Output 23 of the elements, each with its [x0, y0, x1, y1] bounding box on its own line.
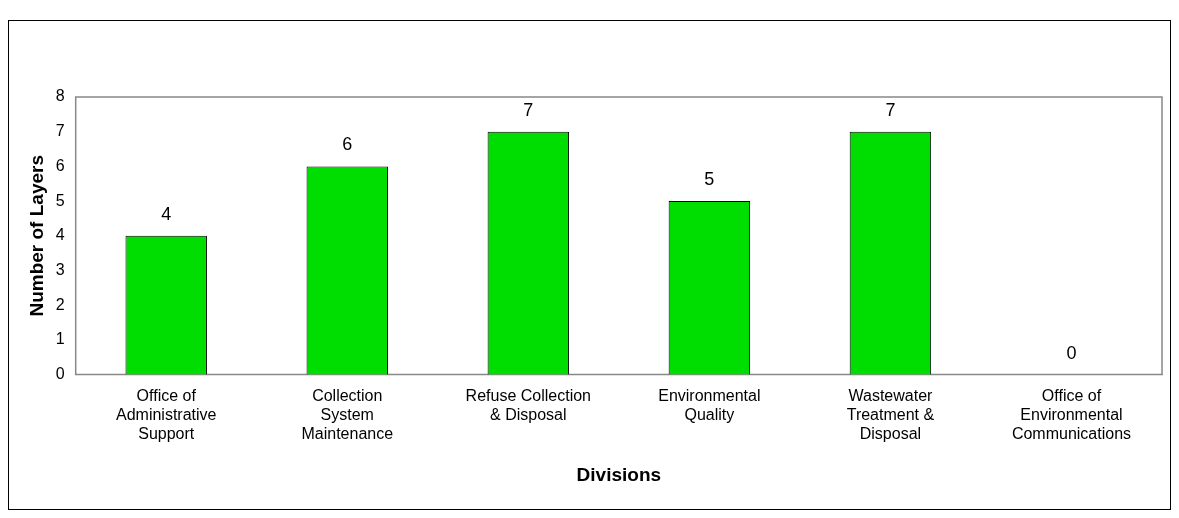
x-tick-label: Collection System Maintenance	[301, 386, 394, 443]
x-tick-label: Office of Administrative Support	[115, 386, 217, 443]
y-tick-label: 5	[55, 191, 65, 209]
y-axis-title: Number of Layers	[25, 155, 47, 317]
data-label: 6	[342, 134, 353, 155]
data-label: 7	[523, 99, 534, 120]
data-label: 7	[885, 99, 896, 120]
x-tick-label: Refuse Collection & Disposal	[465, 386, 592, 423]
y-tick-label: 7	[55, 122, 65, 140]
x-tick-label: Office of Environmental Communications	[1011, 386, 1132, 443]
x-axis-title: Divisions	[576, 463, 662, 485]
y-tick-label: 4	[55, 226, 65, 244]
x-tick-label: Wastewater Treatment & Disposal	[846, 386, 935, 443]
y-tick-label: 8	[55, 87, 65, 105]
y-tick-label: 0	[55, 365, 65, 383]
data-label: 5	[704, 169, 715, 190]
x-tick-label: Environmental Quality	[658, 386, 761, 423]
y-tick-label: 6	[55, 156, 65, 174]
y-tick-label: 1	[55, 330, 65, 348]
y-tick-label: 3	[55, 260, 65, 278]
data-label: 0	[1066, 342, 1077, 363]
data-label: 4	[161, 203, 172, 224]
y-tick-label: 2	[55, 295, 65, 313]
